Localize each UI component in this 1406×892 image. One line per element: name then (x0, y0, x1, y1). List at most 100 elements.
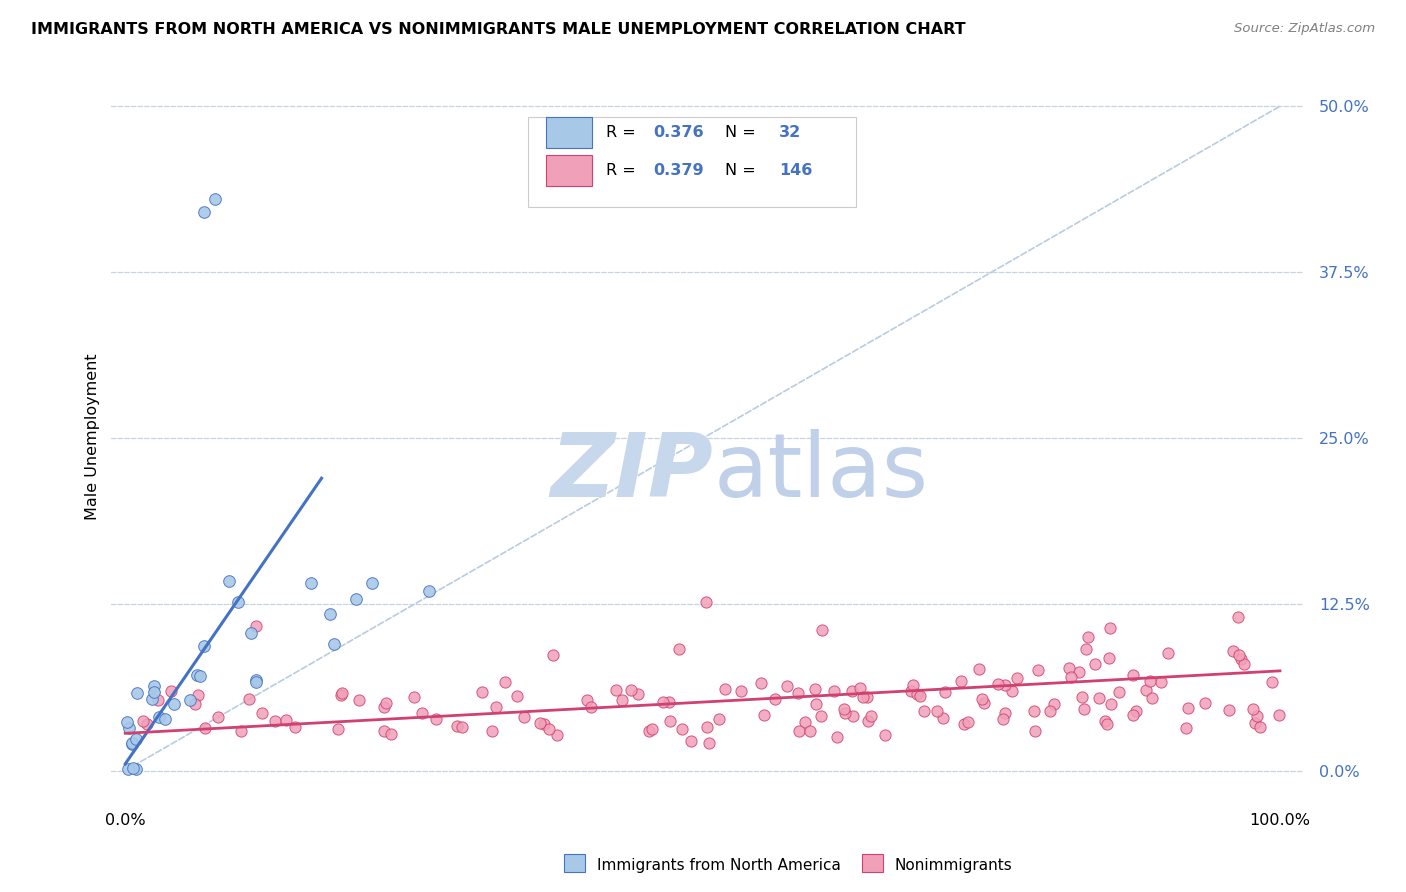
Point (776, 680, 799, 694)
Point (121, 738, 143, 752)
Point (1084, 657, 1107, 672)
Point (470, 685, 492, 699)
Point (1246, 708, 1268, 723)
Point (620, 682, 643, 697)
Point (118, 721, 141, 735)
Point (1227, 648, 1250, 663)
Text: R =: R = (606, 125, 641, 140)
Point (1125, 704, 1147, 718)
Text: atlas: atlas (713, 429, 928, 516)
Point (956, 714, 979, 729)
Point (117, 762, 139, 776)
Point (696, 720, 718, 734)
Point (1222, 644, 1244, 658)
Point (699, 736, 721, 750)
Text: ZIP: ZIP (550, 429, 713, 516)
Point (651, 695, 673, 709)
Point (1122, 708, 1144, 723)
Point (186, 667, 208, 681)
Point (1022, 704, 1045, 718)
Point (163, 698, 186, 712)
Point (125, 762, 148, 776)
Point (229, 723, 252, 738)
Point (481, 723, 503, 738)
Point (823, 684, 845, 698)
Point (274, 713, 297, 727)
Point (228, 595, 250, 609)
FancyBboxPatch shape (547, 118, 592, 148)
Point (494, 674, 516, 689)
Point (1024, 723, 1046, 738)
Point (1073, 702, 1095, 716)
Point (967, 663, 990, 677)
Point (1088, 690, 1111, 705)
Point (787, 724, 810, 739)
Point (1001, 684, 1024, 698)
Point (810, 708, 832, 723)
Point (900, 683, 922, 698)
Point (132, 714, 155, 728)
Point (873, 728, 896, 742)
Point (183, 697, 205, 711)
Point (252, 706, 274, 720)
Point (136, 716, 159, 731)
Text: 32: 32 (779, 125, 801, 140)
Point (533, 716, 555, 731)
Point (193, 639, 215, 653)
Point (125, 731, 148, 746)
Text: N =: N = (725, 163, 761, 178)
Point (681, 734, 703, 748)
Point (1194, 696, 1216, 710)
Point (373, 699, 395, 714)
Point (856, 690, 879, 704)
Point (749, 676, 772, 690)
Point (931, 711, 953, 725)
Point (908, 689, 931, 703)
Point (763, 691, 786, 706)
Point (284, 720, 307, 734)
Point (1098, 621, 1121, 635)
Point (204, 192, 226, 206)
Point (330, 686, 353, 700)
Point (207, 710, 229, 724)
Point (1243, 701, 1265, 715)
Point (658, 714, 681, 728)
Point (912, 704, 935, 718)
Point (905, 687, 928, 701)
Text: Immigrants from North America: Immigrants from North America (596, 858, 841, 873)
Point (1122, 668, 1144, 682)
Point (825, 730, 848, 744)
Point (804, 681, 827, 696)
Point (160, 683, 183, 698)
Point (529, 716, 551, 731)
Point (849, 681, 872, 695)
Point (238, 692, 260, 706)
Point (641, 722, 664, 736)
Point (668, 642, 690, 657)
Text: Source: ZipAtlas.com: Source: ZipAtlas.com (1234, 22, 1375, 36)
Point (949, 673, 972, 688)
Point (953, 717, 976, 731)
Point (380, 727, 402, 741)
Point (446, 719, 468, 733)
Point (714, 682, 737, 697)
Point (245, 674, 267, 689)
Point (141, 692, 163, 706)
Point (402, 690, 425, 705)
Point (730, 684, 752, 698)
Point (451, 720, 474, 734)
Point (1140, 691, 1163, 706)
Point (627, 687, 650, 701)
Point (1139, 674, 1161, 689)
Point (546, 729, 568, 743)
Point (810, 623, 832, 637)
Point (1157, 646, 1180, 660)
Point (538, 722, 561, 736)
Point (245, 619, 267, 633)
Point (1268, 707, 1291, 722)
Point (994, 706, 1017, 720)
Point (153, 712, 176, 726)
Point (579, 699, 602, 714)
Point (245, 673, 267, 688)
Point (973, 696, 995, 710)
